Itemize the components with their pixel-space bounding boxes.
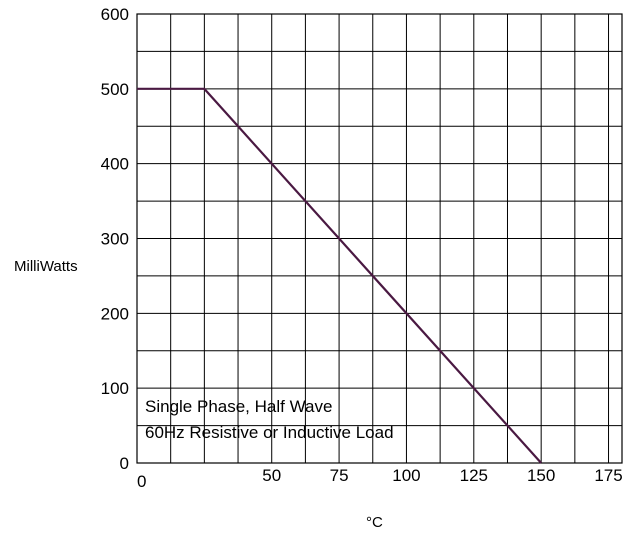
y-tick-label: 100 — [101, 379, 129, 398]
x-tick-label: 150 — [527, 466, 555, 485]
y-tick-label: 500 — [101, 80, 129, 99]
x-axis-label: °C — [366, 514, 383, 531]
y-tick-label: 400 — [101, 155, 129, 174]
series-group — [137, 87, 542, 464]
x-tick-label: 50 — [262, 466, 281, 485]
y-tick-labels: 0 100 200 300 400 500 600 — [101, 5, 129, 473]
x-tick-label: 175 — [594, 466, 622, 485]
y-tick-label: 0 — [120, 454, 129, 473]
x-tick-labels: 0 50 75 100 125 150 175 — [137, 466, 623, 491]
x-tick-label: 75 — [330, 466, 349, 485]
series-line — [137, 87, 542, 464]
x-tick-label: 125 — [460, 466, 488, 485]
annotation-line-2: 60Hz Resistive or Inductive Load — [145, 423, 394, 442]
annotation-line-1: Single Phase, Half Wave — [145, 397, 332, 416]
y-axis-label: MilliWatts — [14, 258, 78, 275]
y-tick-label: 200 — [101, 304, 129, 323]
x-tick-label: 0 — [137, 472, 146, 491]
y-tick-label: 600 — [101, 5, 129, 24]
y-tick-label: 300 — [101, 230, 129, 249]
x-tick-label: 100 — [392, 466, 420, 485]
chart-grid — [136, 13, 623, 464]
